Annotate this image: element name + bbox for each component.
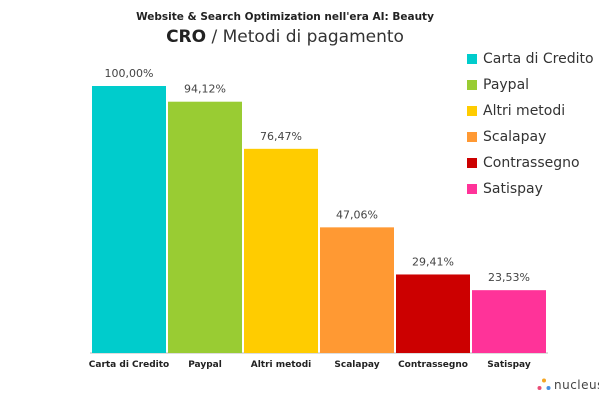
value-label-0: 100,00% <box>105 67 154 80</box>
x-tick-label-4: Contrassegno <box>398 360 468 370</box>
legend-swatch-4 <box>467 158 477 168</box>
chart-title: CRO / Metodi di pagamento <box>166 27 404 47</box>
legend-label-4: Contrassegno <box>483 155 580 171</box>
legend-swatch-3 <box>467 132 477 142</box>
chart-title-bold: CRO <box>166 27 206 47</box>
nucleus-logo: nucleus <box>537 378 599 392</box>
value-label-3: 47,06% <box>336 208 378 221</box>
value-label-4: 29,41% <box>412 255 454 268</box>
bar-0 <box>92 86 166 353</box>
bar-4 <box>396 274 470 353</box>
legend-label-0: Carta di Credito <box>483 51 594 67</box>
legend-item-0: Carta di Credito <box>467 46 594 72</box>
legend-label-2: Altri metodi <box>483 103 566 119</box>
chart-title-rest: / Metodi di pagamento <box>206 27 404 47</box>
chart-supertitle: Website & Search Optimization nell'era A… <box>136 11 434 23</box>
value-label-2: 76,47% <box>260 130 302 143</box>
bar-5 <box>472 290 546 353</box>
x-tick-label-1: Paypal <box>188 360 222 370</box>
legend-label-5: Satispay <box>483 181 543 197</box>
legend-item-1: Paypal <box>467 72 594 98</box>
value-label-5: 23,53% <box>488 271 530 284</box>
bar-2 <box>244 148 318 353</box>
legend-swatch-2 <box>467 106 477 116</box>
nucleus-logo-icon <box>537 378 551 390</box>
bar-3 <box>320 227 394 353</box>
legend-swatch-1 <box>467 80 477 90</box>
logo-text: nucleus <box>554 378 599 392</box>
legend-item-2: Altri metodi <box>467 98 594 124</box>
value-label-1: 94,12% <box>184 83 226 96</box>
legend-label-3: Scalapay <box>483 129 547 145</box>
legend-swatch-5 <box>467 184 477 194</box>
x-tick-label-2: Altri metodi <box>251 360 312 370</box>
legend-item-4: Contrassegno <box>467 150 594 176</box>
legend: Carta di Credito Paypal Altri metodi Scalap… <box>467 46 594 202</box>
x-tick-label-0: Carta di Credito <box>89 360 169 370</box>
legend-item-3: Scalapay <box>467 124 594 150</box>
bar-group: 100,00% Carta di Credito 94,12% Paypal 76,47… <box>89 67 546 370</box>
bar-1 <box>168 101 242 353</box>
legend-label-1: Paypal <box>483 77 530 93</box>
legend-item-5: Satispay <box>467 176 594 202</box>
x-tick-label-5: Satispay <box>487 360 531 370</box>
legend-swatch-0 <box>467 54 477 64</box>
x-tick-label-3: Scalapay <box>334 360 379 370</box>
